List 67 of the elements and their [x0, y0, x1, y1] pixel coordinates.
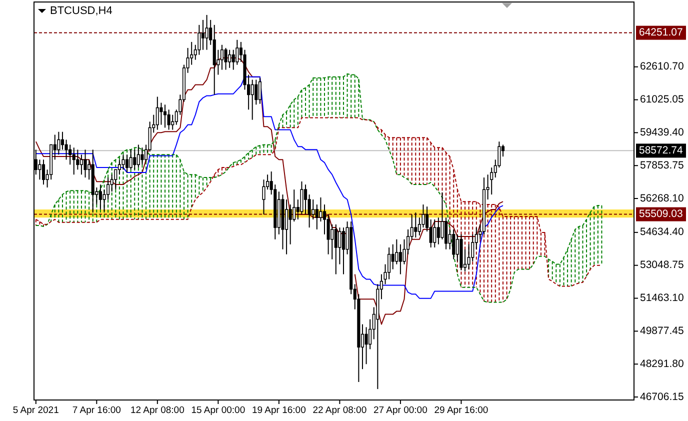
x-tick-label: 29 Apr 16:00: [434, 405, 488, 416]
candlestick: [490, 167, 494, 196]
candlestick: [122, 154, 125, 170]
x-tick-label: 19 Apr 16:00: [252, 405, 306, 416]
candlestick: [38, 159, 42, 180]
y-tick-label: 57853.75: [640, 159, 684, 172]
candlestick: [304, 184, 308, 215]
ref-line-label: 58572.74: [639, 144, 683, 156]
y-tick-label: 46706.15: [640, 390, 684, 403]
y-tick-label: 51463.10: [640, 292, 684, 304]
candlestick: [364, 326, 368, 365]
candlestick: [80, 154, 84, 176]
candlestick: [84, 149, 87, 178]
y-tick-label: 48291.80: [640, 358, 684, 370]
candlestick: [205, 14, 208, 50]
x-tick-label: 22 Apr 08:00: [312, 405, 367, 416]
candlestick: [160, 102, 163, 126]
candlestick: [57, 131, 60, 156]
candlestick: [133, 149, 136, 170]
candlestick: [156, 96, 159, 130]
candlestick: [250, 79, 254, 120]
candlestick: [201, 19, 205, 50]
x-tick-label: 15 Apr 00:00: [191, 405, 246, 416]
candlestick: [338, 227, 342, 265]
y-tick-label: 56268.10: [640, 192, 684, 204]
ref-line-label: 64251.07: [639, 26, 683, 39]
candlestick: [342, 227, 346, 275]
candlestick: [167, 109, 170, 130]
candlestick: [436, 217, 440, 245]
candlestick: [140, 147, 144, 166]
candlestick: [398, 244, 402, 275]
candlestick: [42, 159, 46, 186]
candlestick: [163, 104, 167, 128]
candlestick: [414, 212, 418, 238]
candlestick: [391, 244, 394, 270]
x-tick-label: 27 Apr 00:00: [374, 405, 428, 416]
x-tick-label: 5 Apr 2021: [12, 405, 59, 416]
y-tick-label: 62610.70: [640, 60, 684, 73]
x-tick-label: 12 Apr 08:00: [130, 405, 184, 416]
candlestick: [224, 47, 228, 70]
candlestick: [76, 149, 80, 170]
candlestick: [319, 196, 322, 222]
y-tick-label: 53048.75: [640, 259, 684, 272]
y-tick-label: 54634.40: [640, 226, 684, 238]
candlestick: [129, 149, 132, 170]
line-series: [35, 76, 504, 299]
candlestick: [220, 44, 224, 70]
candlestick: [258, 77, 262, 104]
x-tick-label: 7 Apr 16:00: [72, 405, 121, 416]
candlestick: [288, 204, 292, 245]
y-tick-label: 49877.45: [640, 324, 684, 337]
candlestick: [444, 217, 448, 250]
candlestick: [126, 154, 129, 174]
candlestick: [60, 131, 64, 150]
ref-line-label: 55509.03: [639, 208, 683, 220]
candlestick: [171, 114, 174, 130]
candlestick: [433, 218, 436, 248]
candlestick: [232, 49, 235, 70]
chart-title: BTCUSD,H4: [50, 5, 112, 17]
candlestick: [312, 199, 315, 220]
y-tick-label: 61025.05: [640, 94, 684, 106]
candlestick: [72, 147, 76, 176]
candlestick: [334, 224, 338, 275]
candlestick: [388, 246, 391, 280]
candlestick: [284, 199, 288, 255]
candlestick: [228, 49, 232, 68]
y-tick-label: 59439.40: [640, 126, 684, 138]
